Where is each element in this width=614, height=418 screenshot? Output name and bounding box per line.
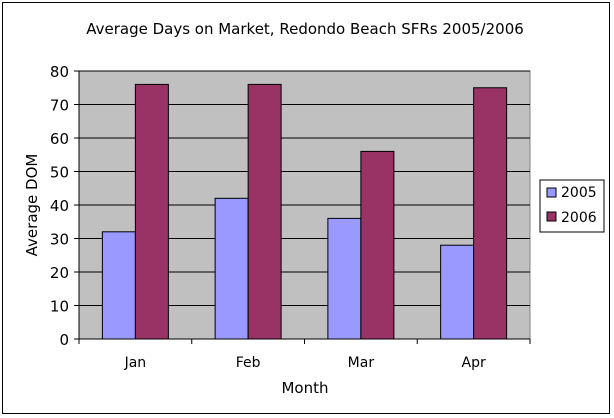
x-tick-label-feb: Feb <box>236 355 261 371</box>
bar-2006-apr <box>473 87 508 340</box>
legend-swatch-2006 <box>546 211 557 222</box>
y-tick-label-70: 70 <box>50 97 69 115</box>
x-axis-ticks: Jan Feb Mar Apr <box>78 339 531 371</box>
bar-2005-feb <box>214 197 249 340</box>
x-tick-label-mar: Mar <box>348 355 375 371</box>
y-tick-label-60: 60 <box>50 130 69 148</box>
bar-2005-mar <box>327 217 362 340</box>
y-tick-label-40: 40 <box>50 197 69 215</box>
bar-2005-apr <box>440 244 475 340</box>
y-tick-label-20: 20 <box>50 264 69 282</box>
legend-swatch-2005 <box>546 187 557 198</box>
y-tick-label-80: 80 <box>50 63 69 81</box>
bar-2006-feb <box>247 83 282 340</box>
bar-2005-jan <box>101 231 136 340</box>
legend-label-2006: 2006 <box>561 210 597 226</box>
x-axis-label: Month <box>281 379 328 397</box>
y-axis-ticks: 0 10 20 30 40 50 60 70 80 <box>50 63 79 349</box>
y-axis-label: Average DOM <box>23 154 41 257</box>
y-tick-label-30: 30 <box>50 231 69 249</box>
x-tick-label-apr: Apr <box>462 355 486 371</box>
legend: 2005 2006 <box>539 179 605 233</box>
bar-2006-jan <box>134 83 169 340</box>
chart-title: Average Days on Market, Redondo Beach SF… <box>86 20 524 38</box>
legend-box <box>539 179 605 233</box>
bar-2006-mar <box>360 150 395 340</box>
legend-label-2005: 2005 <box>561 185 597 201</box>
y-tick-label-50: 50 <box>50 164 69 182</box>
x-tick-label-jan: Jan <box>124 355 147 371</box>
y-tick-label-0: 0 <box>59 331 69 349</box>
y-tick-label-10: 10 <box>50 298 69 316</box>
